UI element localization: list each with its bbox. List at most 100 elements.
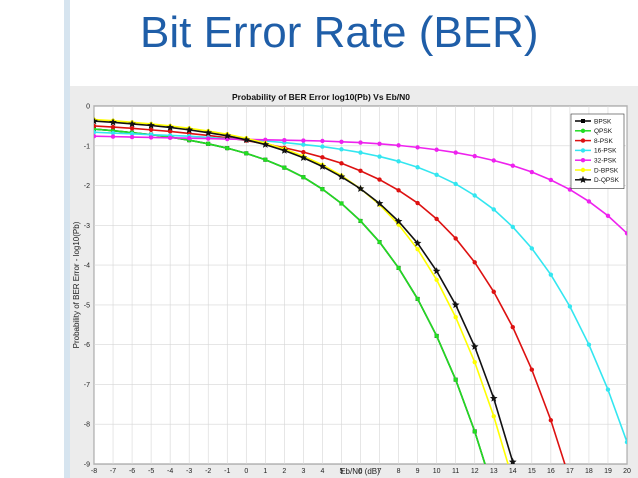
legend-item-bpsk: BPSK bbox=[575, 118, 612, 125]
data-point-d-qpsk bbox=[508, 458, 517, 464]
grid-lines bbox=[93, 105, 628, 465]
data-point-8-psk bbox=[472, 260, 477, 265]
x-tick-label: -7 bbox=[110, 468, 116, 475]
data-point-qpsk bbox=[415, 296, 420, 302]
data-point-16-psk bbox=[94, 130, 97, 135]
data-point-8-psk bbox=[129, 126, 135, 131]
x-tick-label: 11 bbox=[452, 468, 459, 475]
x-tick-label: -3 bbox=[186, 468, 192, 475]
data-point-d-qpsk bbox=[109, 118, 117, 126]
data-point-qpsk bbox=[263, 157, 268, 162]
data-point-qpsk bbox=[453, 377, 458, 382]
data-point-16-psk bbox=[605, 387, 611, 392]
data-point-32-psk bbox=[358, 140, 363, 145]
y-tick-label: -7 bbox=[84, 382, 90, 389]
legend-item-d-qpsk: D-QPSK bbox=[575, 175, 620, 184]
data-point-d-qpsk bbox=[147, 121, 155, 129]
x-tick-label: 19 bbox=[604, 468, 612, 475]
data-point-8-psk bbox=[110, 124, 116, 130]
data-point-32-psk bbox=[206, 136, 211, 141]
chart-title: Probability of BER Error log10(Pb) Vs Eb… bbox=[232, 92, 410, 102]
data-point-d-qpsk bbox=[242, 135, 251, 144]
data-point-qpsk bbox=[206, 141, 211, 146]
data-point-d-qpsk bbox=[356, 184, 365, 192]
data-point-16-psk bbox=[434, 172, 439, 178]
legend-item-qpsk: QPSK bbox=[575, 128, 613, 135]
data-point-qpsk bbox=[472, 429, 477, 434]
data-point-32-psk bbox=[167, 135, 173, 141]
x-tick-label: 20 bbox=[623, 468, 631, 475]
slide-accent-bar bbox=[64, 0, 70, 478]
data-point-8-psk bbox=[548, 418, 554, 423]
data-point-qpsk bbox=[301, 175, 306, 180]
data-point-d-qpsk bbox=[166, 123, 174, 131]
legend-marker-qpsk bbox=[580, 128, 586, 133]
legend-marker-bpsk bbox=[581, 119, 585, 123]
legend-label-d-qpsk: D-QPSK bbox=[594, 177, 620, 184]
data-point-qpsk bbox=[244, 151, 249, 156]
legend: BPSK QPSK 8-PSK 16-PSK 32-PSK D-BPSK D-QPSK bbox=[570, 113, 625, 189]
data-point-d-qpsk bbox=[470, 342, 479, 350]
data-point-8-psk bbox=[358, 168, 363, 174]
x-tick-label: 18 bbox=[585, 468, 593, 475]
data-point-8-psk bbox=[377, 177, 382, 182]
data-point-d-qpsk bbox=[451, 300, 460, 309]
data-point-16-psk bbox=[491, 207, 496, 212]
y-tick-label: -1 bbox=[84, 143, 90, 150]
data-point-32-psk bbox=[110, 134, 116, 139]
data-point-d-qpsk bbox=[299, 153, 308, 161]
x-tick-label: -2 bbox=[205, 468, 211, 475]
data-point-d-bpsk bbox=[434, 277, 439, 283]
data-point-32-psk bbox=[434, 147, 439, 152]
data-point-16-psk bbox=[548, 272, 554, 277]
data-point-qpsk bbox=[282, 165, 287, 170]
y-tick-label: -5 bbox=[84, 302, 90, 309]
data-point-d-bpsk bbox=[472, 359, 477, 365]
data-point-8-psk bbox=[491, 289, 496, 294]
data-point-16-psk bbox=[529, 246, 535, 251]
x-tick-label: -1 bbox=[224, 468, 230, 475]
data-point-qpsk bbox=[358, 218, 363, 224]
x-tick-label: 12 bbox=[471, 468, 479, 475]
data-point-qpsk bbox=[396, 265, 401, 271]
series-32-psk bbox=[94, 134, 627, 236]
x-tick-label: 5 bbox=[340, 468, 344, 475]
ber-chart: Probability of BER Error log10(Pb) Vs Eb… bbox=[72, 92, 631, 476]
data-point-32-psk bbox=[491, 158, 496, 163]
data-point-16-psk bbox=[110, 130, 116, 136]
data-point-d-bpsk bbox=[453, 315, 458, 320]
y-tick-label: -3 bbox=[84, 223, 90, 230]
data-point-d-qpsk bbox=[394, 217, 403, 225]
data-point-32-psk bbox=[453, 150, 458, 155]
data-point-d-qpsk bbox=[318, 162, 327, 170]
data-point-16-psk bbox=[339, 147, 344, 152]
legend-label-16-psk: 16-PSK bbox=[594, 148, 617, 155]
x-tick-label: 6 bbox=[359, 468, 363, 475]
y-tick-label: -9 bbox=[84, 462, 90, 469]
data-point-32-psk bbox=[472, 153, 477, 159]
data-point-32-psk bbox=[415, 145, 420, 150]
legend-marker-16-psk bbox=[580, 148, 586, 153]
x-tick-label: 13 bbox=[490, 468, 498, 475]
legend-marker-32-psk bbox=[580, 158, 586, 163]
data-point-8-psk bbox=[339, 161, 344, 166]
legend-label-d-bpsk: D-BPSK bbox=[594, 167, 619, 174]
legend-item-8-psk: 8-PSK bbox=[575, 138, 613, 145]
data-point-16-psk bbox=[510, 224, 515, 230]
series-d-qpsk bbox=[94, 117, 517, 464]
data-point-8-psk bbox=[167, 129, 173, 134]
data-point-32-psk bbox=[624, 231, 627, 236]
data-point-16-psk bbox=[129, 131, 135, 137]
data-point-d-qpsk bbox=[261, 140, 270, 148]
axis-ticks: -8 -7 -6 -5 -4 -3 -2 -1 0 1 2 3 4 5 6 7 8 9 10 11 12 13 14 15 16… bbox=[84, 104, 631, 476]
data-point-32-psk bbox=[605, 213, 611, 218]
data-point-16-psk bbox=[377, 154, 382, 159]
legend-label-32-psk: 32-PSK bbox=[594, 158, 617, 165]
y-tick-label: -4 bbox=[84, 263, 90, 270]
data-point-d-qpsk bbox=[375, 199, 384, 207]
data-point-32-psk bbox=[586, 199, 592, 204]
data-point-8-psk bbox=[453, 236, 458, 241]
data-point-d-qpsk bbox=[413, 239, 422, 247]
x-tick-label: 15 bbox=[528, 468, 536, 475]
data-point-d-qpsk bbox=[280, 146, 289, 154]
